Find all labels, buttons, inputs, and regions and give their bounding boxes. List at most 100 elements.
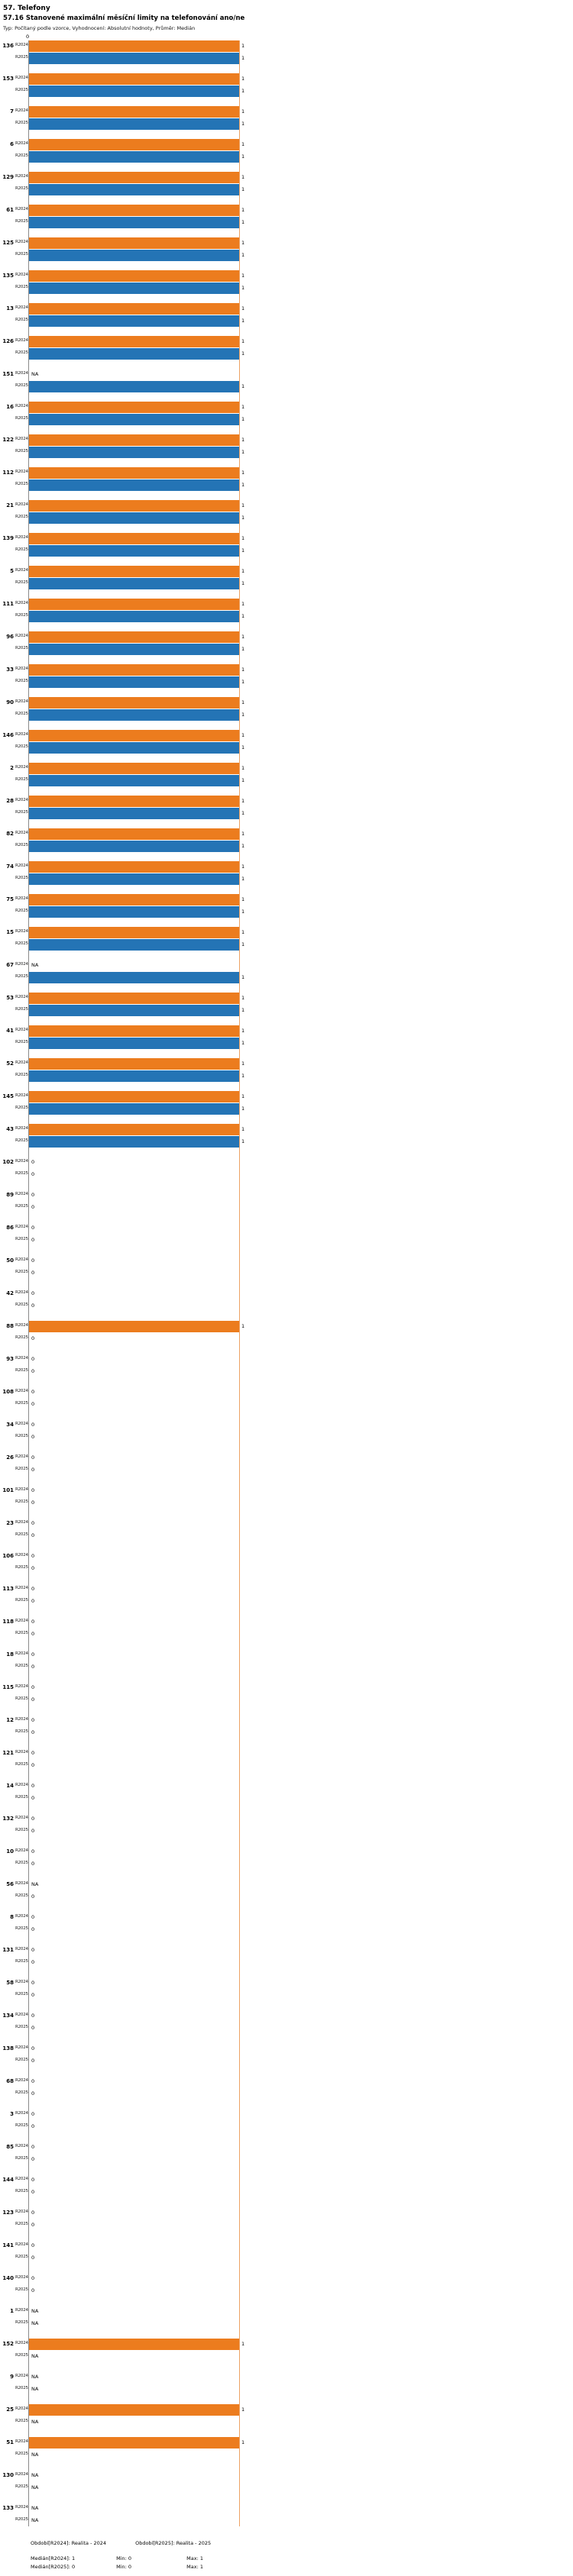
series-label: R2025	[15, 547, 28, 553]
bar-row-R2025: R2025 1	[0, 873, 573, 885]
value-label: 1	[241, 1027, 245, 1034]
bar-row-R2024: 136 R2024 1	[0, 40, 573, 52]
value-label: 1	[241, 153, 245, 160]
bar-R2024	[29, 631, 239, 643]
bar-track: 0	[28, 1924, 573, 1935]
series-label: R2025	[15, 2452, 28, 2457]
group-id-label: 141	[2, 2242, 14, 2248]
bar-row-R2024: 56 R2024 NA	[0, 1879, 573, 1890]
bar-row-R2025: R2025 0	[0, 1661, 573, 1673]
bar-row-R2024: 3 R2024 0	[0, 2109, 573, 2120]
series-label: R2025	[15, 1138, 28, 1144]
bar-row-R2025: R2025 0	[0, 2252, 573, 2264]
series-label: R2025	[15, 1762, 28, 1767]
group-id-label: 12	[6, 1716, 14, 1723]
chart-group-16: 16 R2024 1 R2025 1	[0, 401, 573, 425]
bar-track: 1	[28, 270, 573, 282]
bar-R2025	[29, 216, 239, 228]
series-label: R2024	[15, 1126, 28, 1131]
series-label: R2024	[15, 1750, 28, 1755]
bar-track: 0	[28, 1649, 573, 1661]
bar-row-R2024: 108 R2024 0	[0, 1386, 573, 1398]
chart-group-7: 7 R2024 1 R2025 1	[0, 105, 573, 130]
value-label: 1	[241, 1138, 245, 1144]
value-label: 0	[31, 1257, 35, 1264]
series-label: R2024	[15, 1225, 28, 1230]
bar-row-R2025: R2025 NA	[0, 2482, 573, 2494]
series-label: R2024	[15, 108, 28, 114]
series-label: R2025	[15, 285, 28, 290]
value-label: 0	[31, 2045, 35, 2051]
max-value-gridline	[239, 40, 240, 2526]
group-id-label: 136	[2, 42, 14, 49]
value-label: 1	[241, 1060, 245, 1067]
bar-row-R2024: 126 R2024 1	[0, 335, 573, 347]
series-label: R2025	[15, 1171, 28, 1177]
bar-track: 1	[28, 347, 573, 360]
chart-group-88: 88 R2024 1 R2025 0	[0, 1320, 573, 1344]
bar-R2024	[29, 598, 239, 610]
bar-row-R2025: R2025 1	[0, 512, 573, 524]
bar-R2024	[29, 73, 239, 85]
value-label: 1	[241, 896, 245, 902]
bar-R2025	[29, 52, 239, 64]
bar-track: 0	[28, 1912, 573, 1923]
value-label: 1	[241, 350, 245, 357]
series-label: R2024	[15, 896, 28, 902]
value-label: 0	[31, 1651, 35, 1658]
value-label: 0	[31, 2143, 35, 2150]
chart-groups: 136 R2024 1 R2025 1 153 R2024 1 R2025 1 7 R2024 1 R20…	[0, 40, 573, 2526]
bar-track: 1	[28, 499, 573, 512]
bar-track: 1	[28, 466, 573, 479]
bar-track: 1	[28, 905, 573, 918]
value-label: 0	[31, 2274, 35, 2281]
value-label: 1	[241, 140, 245, 147]
value-label: 0	[31, 1979, 35, 1986]
group-id-label: 1	[10, 2307, 14, 2314]
bar-row-R2024: 113 R2024 0	[0, 1583, 573, 1595]
bar-row-R2024: 25 R2024 1	[0, 2403, 573, 2416]
bar-R2025	[29, 971, 239, 983]
value-label: 0	[31, 1564, 35, 1571]
series-label: R2025	[15, 1729, 28, 1735]
value-label: 1	[241, 567, 245, 574]
series-label: R2025	[15, 2255, 28, 2260]
chart-group-134: 134 R2024 0 R2025 0	[0, 2010, 573, 2034]
bar-track: 0	[28, 1858, 573, 1870]
series-label: R2025	[15, 186, 28, 192]
series-label: R2025	[15, 1992, 28, 1997]
bar-R2024	[29, 204, 239, 216]
chart-group-111: 111 R2024 1 R2025 1	[0, 598, 573, 622]
value-label: 0	[31, 1433, 35, 1440]
chart-group-152: 152 R2024 1 R2025 NA	[0, 2338, 573, 2362]
bar-track: 0	[28, 1583, 573, 1595]
value-label: 0	[31, 1761, 35, 1768]
bar-row-R2024: 151 R2024 NA	[0, 369, 573, 380]
bar-track: 0	[28, 1366, 573, 1377]
value-label: 0	[31, 1335, 35, 1341]
chart-group-118: 118 R2024 0 R2025 0	[0, 1616, 573, 1640]
chart-group-58: 58 R2024 0 R2025 0	[0, 1977, 573, 2001]
bar-row-R2025: R2025 0	[0, 1990, 573, 2001]
bar-track: 1	[28, 544, 573, 557]
bar-R2024	[29, 696, 239, 709]
bar-row-R2025: R2025 0	[0, 2187, 573, 2198]
chart-group-74: 74 R2024 1 R2025 1	[0, 860, 573, 885]
group-id-label: 115	[2, 1683, 14, 1690]
value-label: 1	[241, 941, 245, 947]
bar-row-R2024: 88 R2024 1	[0, 1320, 573, 1332]
bar-row-R2025: R2025 0	[0, 2285, 573, 2297]
bar-row-R2025: R2025 0	[0, 2022, 573, 2034]
bar-track: 0	[28, 2055, 573, 2067]
bar-row-R2025: R2025 1	[0, 118, 573, 130]
bar-track: 1	[28, 840, 573, 852]
bar-track: 0	[28, 2207, 573, 2219]
chart-group-115: 115 R2024 0 R2025 0	[0, 1682, 573, 1706]
bar-track: 1	[28, 696, 573, 709]
legend-min-2025: Min: 0	[116, 2563, 132, 2570]
series-label: R2025	[15, 449, 28, 454]
bar-track: NA	[28, 2384, 573, 2395]
bar-track: 0	[28, 2121, 573, 2132]
bar-row-R2024: 122 R2024 1	[0, 434, 573, 446]
bar-row-R2024: 7 R2024 1	[0, 105, 573, 118]
